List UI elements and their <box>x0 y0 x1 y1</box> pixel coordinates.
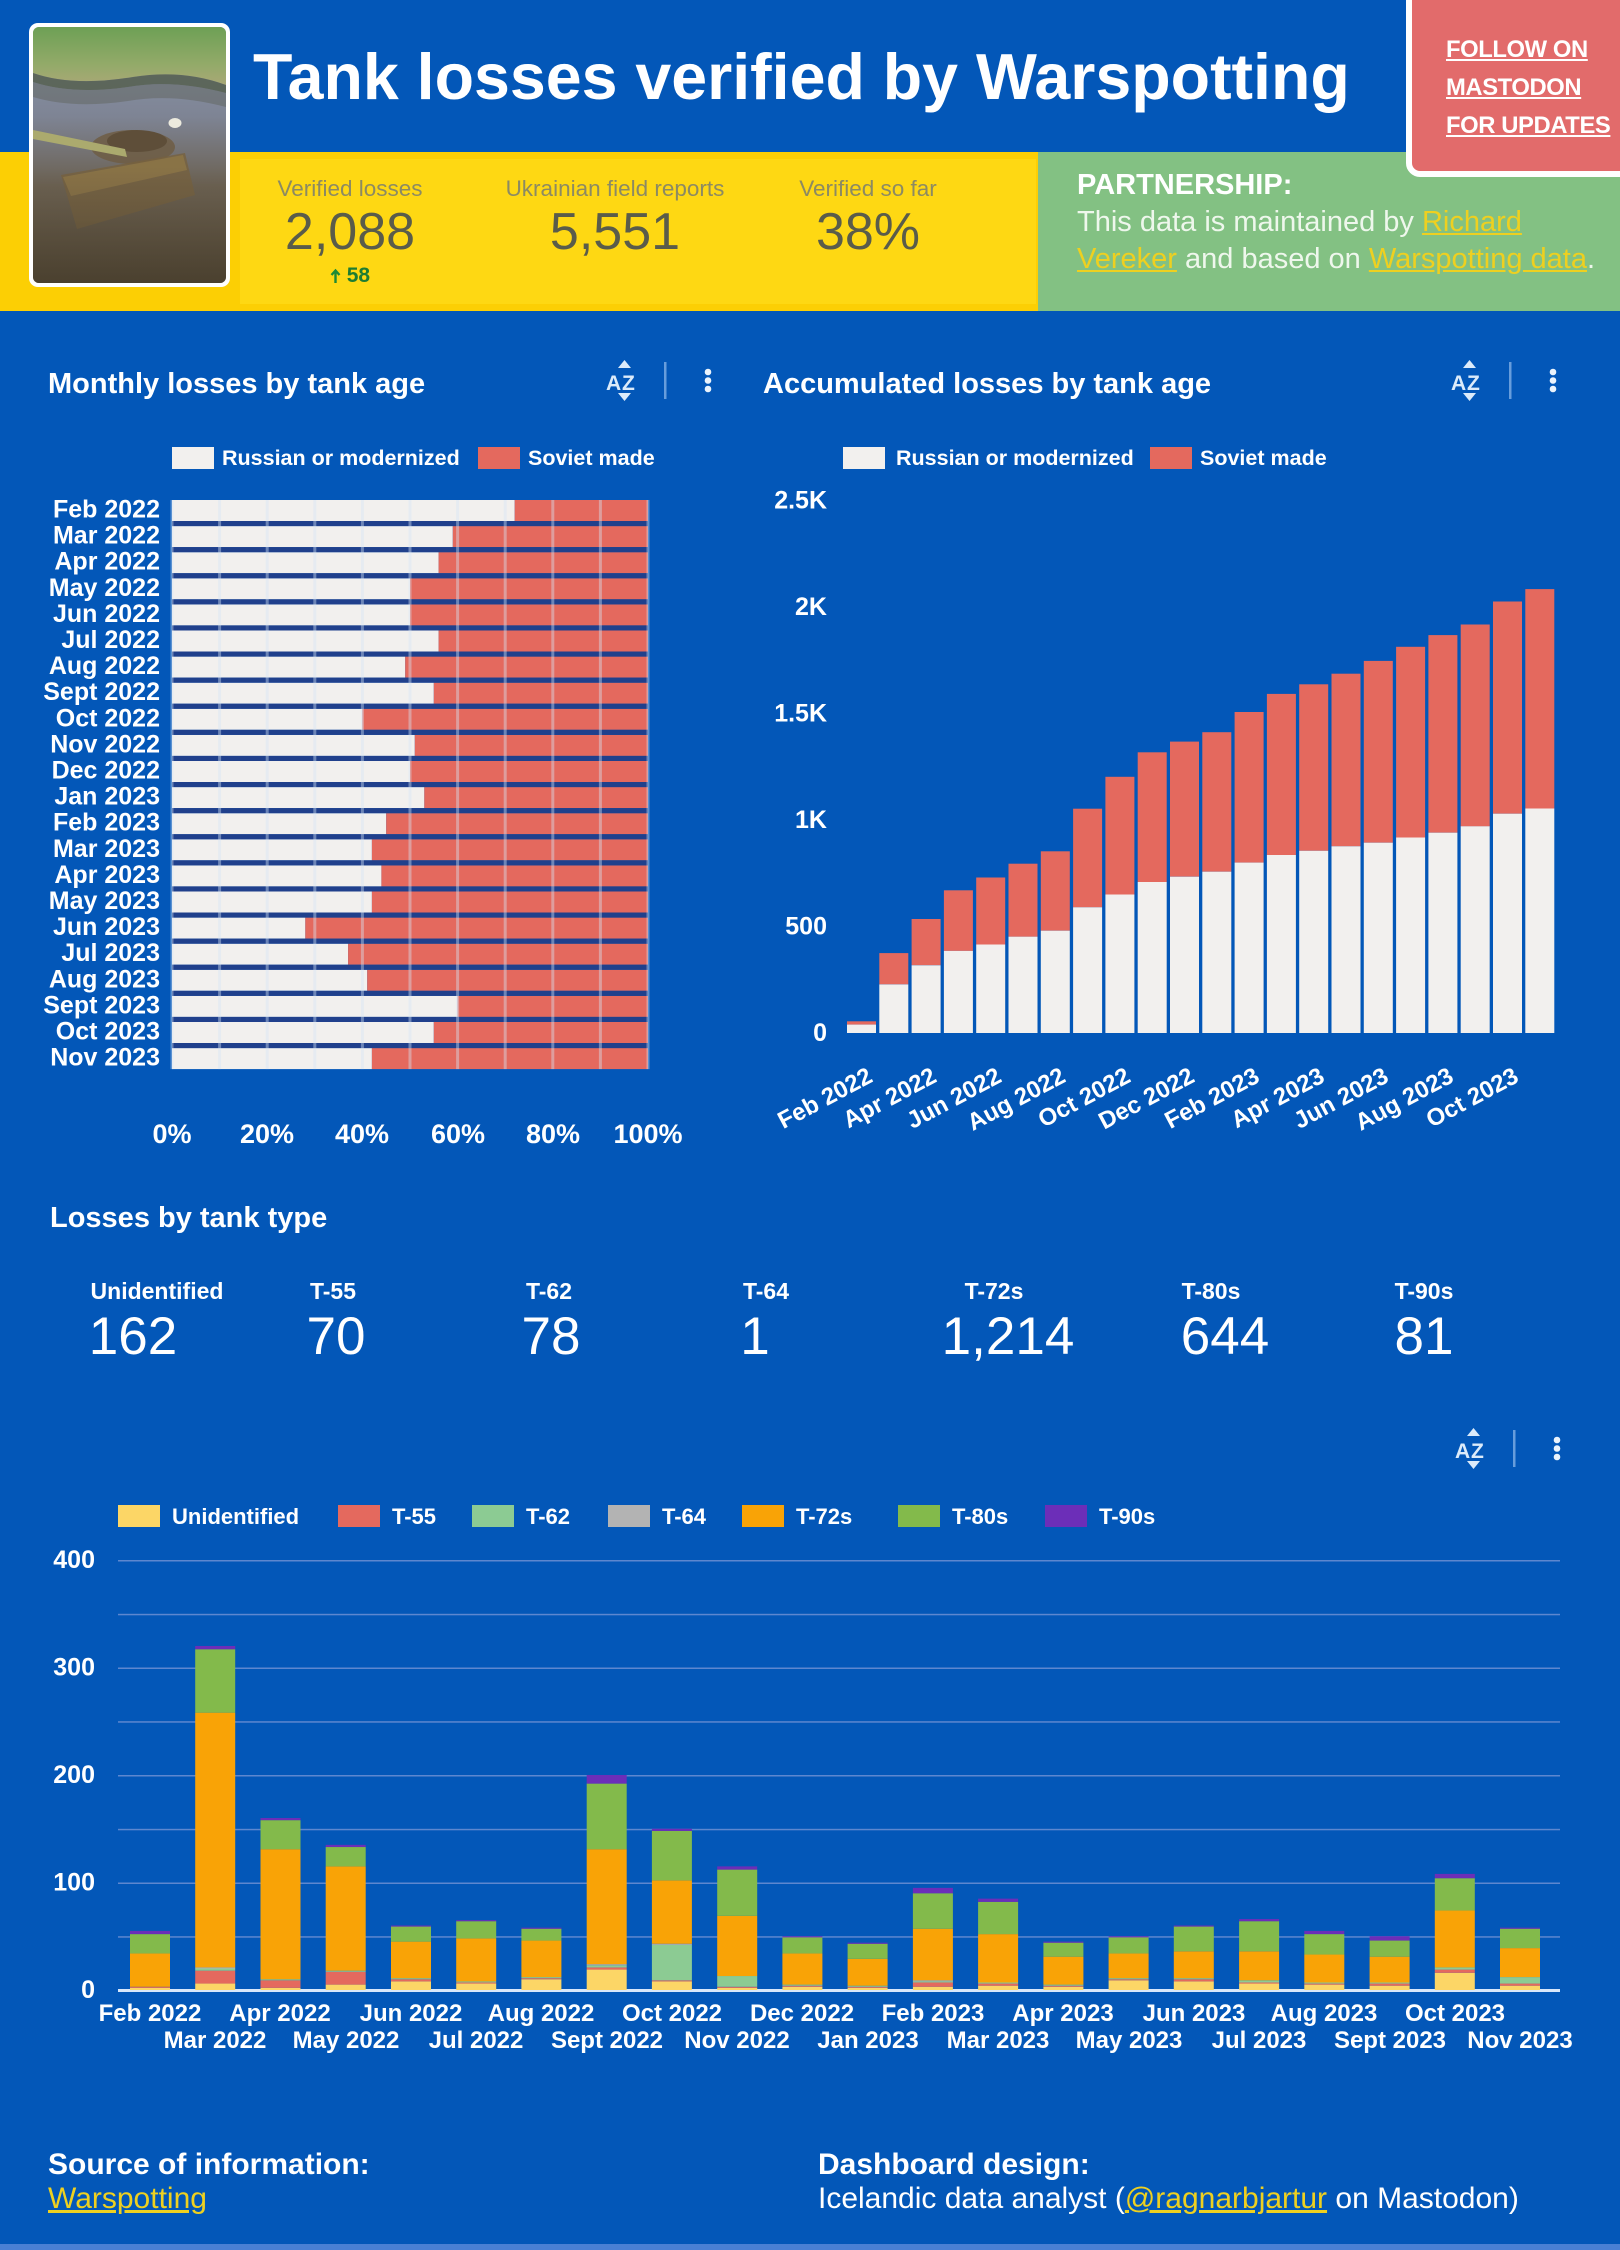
svg-text:Apr 2023: Apr 2023 <box>1012 2000 1113 2027</box>
svg-text:Aug 2022: Aug 2022 <box>488 2000 595 2027</box>
svg-text:Mar 2023: Mar 2023 <box>947 2027 1050 2054</box>
svg-text:40%: 40% <box>335 1119 389 1149</box>
svg-text:Jun 2023: Jun 2023 <box>53 913 160 941</box>
svg-text:Aug 2023: Aug 2023 <box>49 965 160 993</box>
svg-text:Nov 2023: Nov 2023 <box>50 1044 160 1072</box>
svg-text:2K: 2K <box>795 593 827 621</box>
svg-text:Nov 2023: Nov 2023 <box>1467 2027 1572 2054</box>
svg-text:A: A <box>1455 1440 1470 1463</box>
svg-text:80%: 80% <box>526 1119 580 1149</box>
svg-text:Dec 2022: Dec 2022 <box>750 2000 854 2027</box>
svg-text:May 2022: May 2022 <box>293 2027 400 2054</box>
svg-text:Feb 2022: Feb 2022 <box>99 2000 202 2027</box>
svg-text:Mar 2022: Mar 2022 <box>164 2027 267 2054</box>
svg-text:Z: Z <box>622 372 635 395</box>
svg-text:Jan 2023: Jan 2023 <box>817 2027 918 2054</box>
svg-text:100%: 100% <box>613 1119 682 1149</box>
svg-text:Oct 2023: Oct 2023 <box>1405 2000 1505 2027</box>
svg-text:May 2022: May 2022 <box>49 574 160 602</box>
svg-text:Feb 2023: Feb 2023 <box>53 809 160 837</box>
svg-text:A: A <box>606 372 621 395</box>
svg-text:Mar 2023: Mar 2023 <box>53 835 160 863</box>
svg-text:Jun 2022: Jun 2022 <box>360 2000 463 2027</box>
svg-text:Aug 2022: Aug 2022 <box>49 652 160 680</box>
svg-text:Jul 2022: Jul 2022 <box>429 2027 524 2054</box>
svg-text:200: 200 <box>53 1761 95 1789</box>
svg-text:2.5K: 2.5K <box>774 487 827 515</box>
svg-text:Jul 2023: Jul 2023 <box>1212 2027 1307 2054</box>
svg-text:Jan 2023: Jan 2023 <box>54 783 160 811</box>
svg-text:0%: 0% <box>152 1119 191 1149</box>
svg-text:0: 0 <box>813 1019 827 1047</box>
svg-text:Nov 2022: Nov 2022 <box>50 730 160 758</box>
svg-text:Apr 2022: Apr 2022 <box>54 548 160 576</box>
svg-text:Oct 2022: Oct 2022 <box>622 2000 722 2027</box>
svg-text:Oct 2023: Oct 2023 <box>56 1018 160 1046</box>
svg-text:Jul 2023: Jul 2023 <box>61 939 160 967</box>
svg-text:Sept 2022: Sept 2022 <box>43 678 160 706</box>
svg-text:20%: 20% <box>240 1119 294 1149</box>
svg-text:Apr 2023: Apr 2023 <box>54 861 160 889</box>
svg-text:Z: Z <box>1471 1440 1484 1463</box>
svg-text:Sept 2023: Sept 2023 <box>1334 2027 1446 2054</box>
svg-text:0: 0 <box>81 1976 95 2004</box>
svg-text:Z: Z <box>1467 372 1480 395</box>
svg-text:1.5K: 1.5K <box>774 700 827 728</box>
svg-text:400: 400 <box>53 1546 95 1574</box>
svg-text:Dec 2022: Dec 2022 <box>52 757 160 785</box>
svg-text:Feb 2022: Feb 2022 <box>53 496 160 524</box>
svg-text:Sept 2022: Sept 2022 <box>551 2027 663 2054</box>
svg-text:May 2023: May 2023 <box>1076 2027 1183 2054</box>
svg-text:May 2023: May 2023 <box>49 887 160 915</box>
svg-text:1K: 1K <box>795 806 827 834</box>
svg-text:Oct 2022: Oct 2022 <box>56 704 160 732</box>
svg-text:Mar 2022: Mar 2022 <box>53 522 160 550</box>
svg-text:60%: 60% <box>431 1119 485 1149</box>
svg-text:Jun 2022: Jun 2022 <box>53 600 160 628</box>
svg-text:Jul 2022: Jul 2022 <box>61 626 160 654</box>
svg-text:Apr 2022: Apr 2022 <box>229 2000 330 2027</box>
svg-text:Nov 2022: Nov 2022 <box>684 2027 789 2054</box>
svg-text:Sept 2023: Sept 2023 <box>43 991 160 1019</box>
svg-text:100: 100 <box>53 1869 95 1897</box>
svg-text:Aug 2023: Aug 2023 <box>1271 2000 1378 2027</box>
svg-text:A: A <box>1451 372 1466 395</box>
svg-text:500: 500 <box>785 913 827 941</box>
svg-text:Feb 2023: Feb 2023 <box>882 2000 985 2027</box>
svg-text:Jun 2023: Jun 2023 <box>1143 2000 1246 2027</box>
svg-text:300: 300 <box>53 1654 95 1682</box>
